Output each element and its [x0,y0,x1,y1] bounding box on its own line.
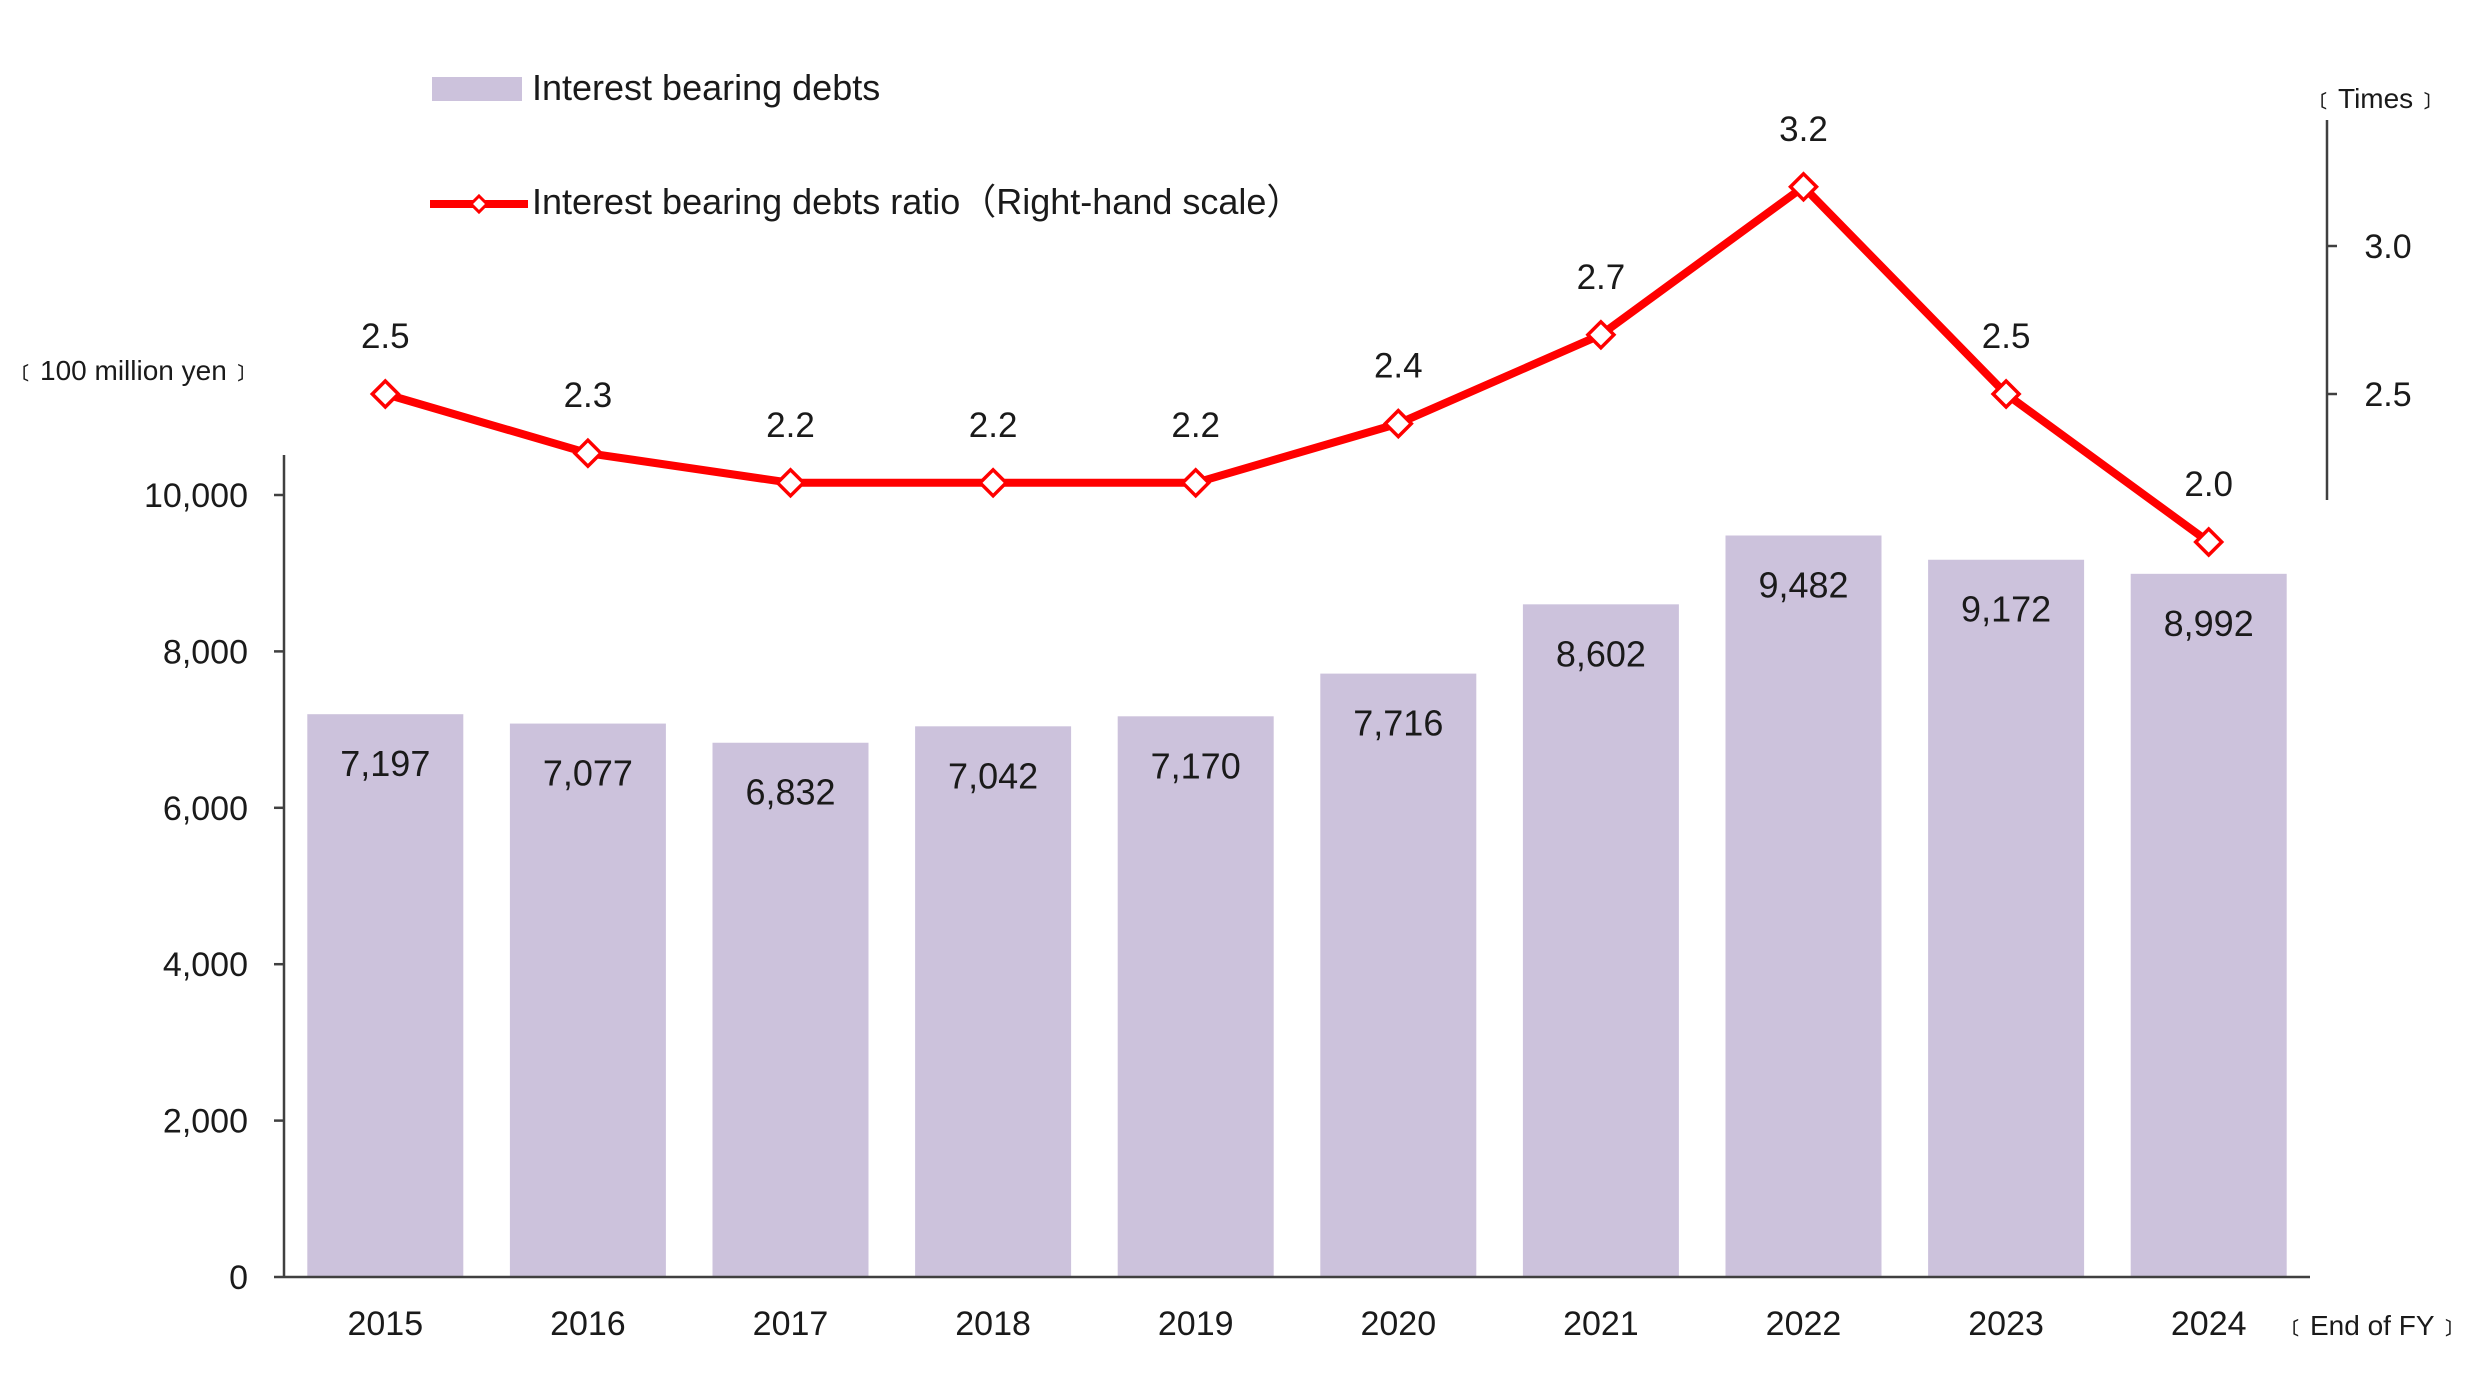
x-tick-label-2015: 2015 [347,1305,423,1343]
ratio-label-2016: 2.3 [564,376,613,415]
bar-2021 [1522,604,1679,1277]
ratio-marker-2022 [1788,171,1819,203]
ratio-marker-2015 [369,378,401,410]
left-tick-label-10000: 10,000 [144,477,248,515]
right-tick-label-2.5: 2.5 [2364,376,2411,414]
x-tick-label-2021: 2021 [1563,1305,1639,1343]
x-tick-label-2016: 2016 [550,1305,626,1343]
left-tick-label-8000: 8,000 [163,633,248,671]
ratio-marker-2021 [1585,319,1617,351]
bar-2023 [1928,559,2085,1277]
ratio-label-2024: 2.0 [2184,465,2233,504]
right-ticks-group: 2.5 3.0 [2327,228,2412,414]
ratio-marker-2019 [1180,467,1212,499]
x-ticks-group: 2015 2016 2017 2018 2019 2020 2021 2022 2023 2024 [347,1305,2246,1343]
x-tick-label-2022: 2022 [1766,1305,1842,1343]
bar-2020 [1320,673,1477,1277]
legend-line-label: Interest bearing debts ratio（Right-hand … [532,181,1302,222]
ratio-marker-2018 [977,467,1009,499]
bar-2017 [712,742,869,1277]
ratio-label-2021: 2.7 [1577,258,1626,297]
left-tick-label-2000: 2,000 [163,1103,248,1141]
legend: Interest bearing debts Interest bearing … [430,67,1302,222]
ratio-marker-2023 [1990,378,2022,410]
bar-labels-group: 7,197 7,077 6,832 7,042 7,170 7,716 8,602 9,482… [340,565,2253,813]
left-tick-label-6000: 6,000 [163,790,248,828]
ratio-label-2019: 2.2 [1171,406,1220,445]
ratio-marker-2017 [775,467,806,499]
left-tick-label-0: 0 [229,1259,248,1297]
legend-bar-label: Interest bearing debts [532,67,880,108]
bar-2018 [915,726,1072,1277]
bar-2015 [307,714,464,1277]
bar-label-2017: 6,832 [745,772,835,813]
bar-label-2023: 9,172 [1961,589,2051,630]
bar-label-2015: 7,197 [340,743,430,784]
x-axis-unit: ﹝End of FY﹞ [2282,1310,2463,1341]
ratio-marker-2024 [2193,526,2225,558]
left-axis-unit: ﹝100 million yen﹞ [12,355,255,386]
bar-label-2022: 9,482 [1758,565,1848,606]
ratio-line-path [384,182,2212,546]
bar-2016 [509,723,666,1277]
bar-2022 [1725,535,1882,1277]
legend-bar-swatch [432,77,522,101]
ratio-label-2020: 2.4 [1374,347,1423,386]
left-tick-label-4000: 4,000 [163,946,248,984]
ratio-label-2015: 2.5 [361,317,410,356]
line-labels-group: 2.5 2.3 2.2 2.2 2.2 2.4 2.7 3.2 2.5 2.0 [361,110,2233,504]
ratio-label-2022: 3.2 [1779,110,1828,149]
ratio-label-2018: 2.2 [969,406,1018,445]
x-tick-label-2020: 2020 [1360,1305,1436,1343]
x-tick-label-2017: 2017 [753,1305,829,1343]
ratio-marker-2016 [572,437,604,469]
x-tick-label-2019: 2019 [1158,1305,1234,1343]
x-tick-label-2023: 2023 [1968,1305,2044,1343]
ratio-line-group [369,171,2225,558]
x-tick-label-2024: 2024 [2171,1305,2247,1343]
ratio-label-2023: 2.5 [1982,317,2031,356]
legend-line-marker [468,193,490,215]
bar-label-2020: 7,716 [1353,703,1443,744]
bar-label-2021: 8,602 [1556,633,1646,674]
bar-label-2019: 7,170 [1151,745,1241,786]
left-ticks-group: 0 2,000 4,000 6,000 8,000 10,000 [144,477,284,1297]
right-axis-unit: ﹝Times﹞ [2310,83,2441,114]
bar-label-2024: 8,992 [2164,603,2254,644]
bar-2024 [2130,573,2287,1277]
bar-label-2018: 7,042 [948,755,1038,796]
x-tick-label-2018: 2018 [955,1305,1031,1343]
ratio-label-2017: 2.2 [766,406,815,445]
bar-2019 [1117,716,1274,1277]
ratio-marker-2020 [1382,408,1414,440]
right-tick-label-3: 3.0 [2364,228,2411,266]
bar-label-2016: 7,077 [543,753,633,794]
bars-group [307,535,2287,1277]
